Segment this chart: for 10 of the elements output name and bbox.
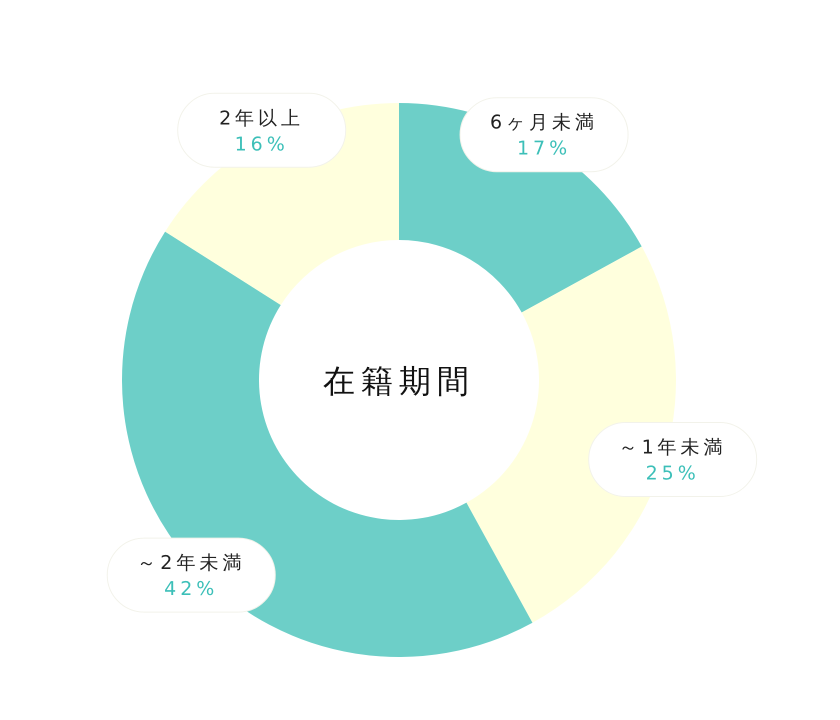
data-label: 16% bbox=[234, 133, 289, 156]
slice-label: ～2年未満 bbox=[137, 552, 246, 574]
text: 在籍期間 bbox=[323, 362, 475, 400]
data-label: 17% bbox=[516, 138, 572, 160]
donut-slice bbox=[122, 232, 532, 657]
slice-label: 2年以上 bbox=[219, 107, 304, 130]
data-label: 25% bbox=[646, 462, 700, 485]
slice-label: 6ヶ月未満 bbox=[490, 112, 598, 134]
slice-label: ～1年未満 bbox=[618, 436, 727, 459]
data-label: 42% bbox=[164, 578, 218, 600]
